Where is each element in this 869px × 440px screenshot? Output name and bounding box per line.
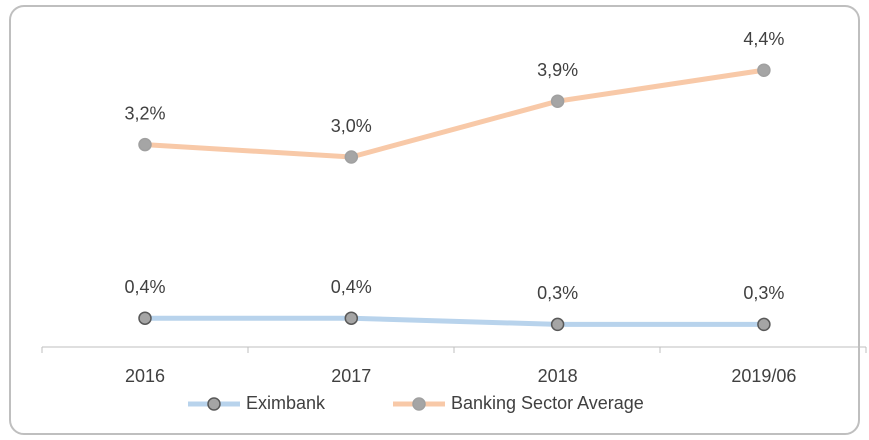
marker — [550, 317, 565, 332]
marker — [138, 137, 152, 152]
line — [144, 67, 765, 160]
marker — [757, 63, 771, 77]
value-label: 4,4% — [743, 29, 784, 49]
legend-label: Eximbank — [246, 393, 326, 413]
legend-marker — [207, 397, 221, 411]
value-label: 3,0% — [331, 116, 372, 136]
value-label: 0,4% — [124, 277, 165, 297]
value-label: 0,3% — [743, 283, 784, 303]
marker — [344, 150, 359, 164]
x-tick-label: 2018 — [538, 366, 578, 386]
value-label: 0,3% — [537, 283, 578, 303]
marker — [344, 311, 359, 325]
x-axis — [41, 346, 867, 353]
marker — [550, 94, 565, 108]
x-tick-label: 2017 — [331, 366, 371, 386]
x-tick-label: 2019/06 — [731, 366, 796, 386]
value-label: 0,4% — [331, 277, 372, 297]
x-tick-label: 2016 — [125, 366, 165, 386]
chart-border — [9, 5, 860, 435]
line — [145, 315, 764, 327]
marker — [757, 317, 771, 332]
value-label: 3,9% — [537, 60, 578, 80]
marker — [138, 311, 152, 325]
value-label: 3,2% — [124, 103, 165, 123]
legend-label: Banking Sector Average — [451, 393, 644, 413]
legend-marker — [412, 397, 426, 411]
